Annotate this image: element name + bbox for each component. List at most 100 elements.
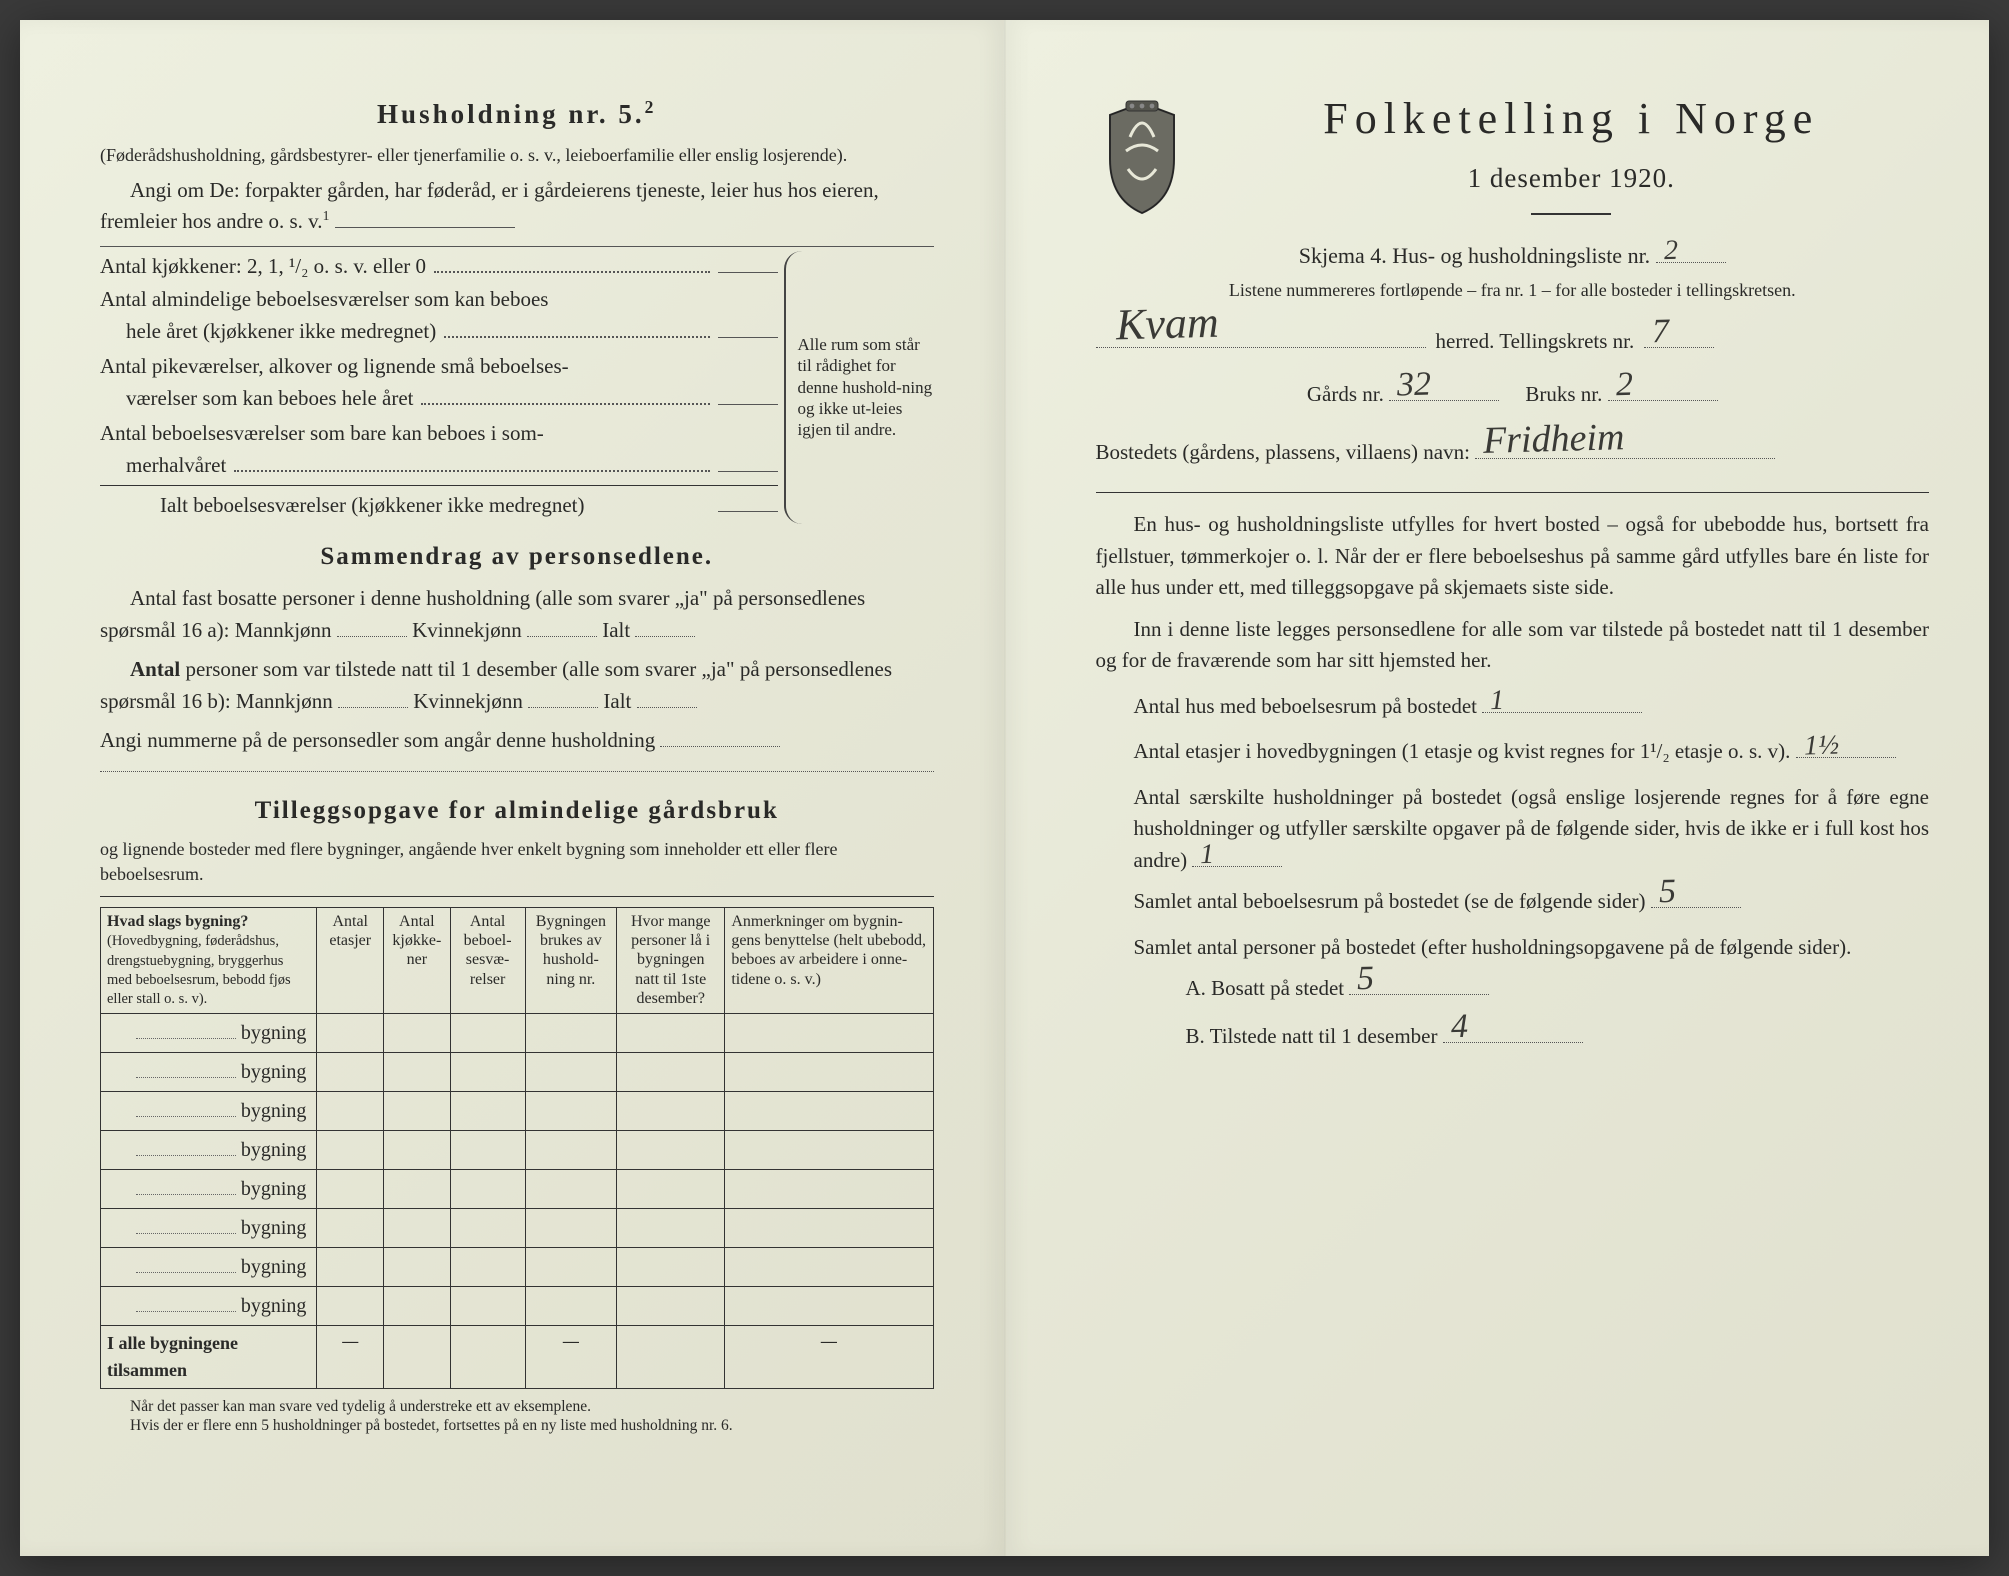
cell xyxy=(384,1325,451,1388)
rule3 xyxy=(100,896,934,897)
cell xyxy=(617,1052,725,1091)
heading-sub2-row: Angi om De: forpakter gården, har føderå… xyxy=(100,175,934,238)
q2-field: 1½ xyxy=(1796,757,1896,758)
th-usedby: Bygningen brukes av hushold-ning nr. xyxy=(525,908,617,1014)
summary-line1: Antal fast bosatte personer i denne hush… xyxy=(100,583,934,646)
th1b: (Hovedbygning, føderådshus, drengstuebyg… xyxy=(107,933,291,1007)
cell xyxy=(384,1169,451,1208)
cell xyxy=(617,1013,725,1052)
qB: B. Tilstede natt til 1 desember xyxy=(1186,1024,1438,1048)
kvinne2: Kvinnekjønn xyxy=(413,689,523,713)
summary-title: Sammendrag av personsedlene. xyxy=(100,538,934,576)
table-row: bygning xyxy=(101,1247,934,1286)
q4: Samlet antal beboelsesrum på bostedet (s… xyxy=(1134,889,1646,913)
brace-note: Alle rum som står til rådighet for denne… xyxy=(784,251,934,524)
q1: Antal hus med beboelsesrum på bostedet xyxy=(1134,694,1478,718)
bosted-field: Fridheim xyxy=(1475,458,1775,459)
qA-field: 5 xyxy=(1349,994,1489,995)
bruks-label: Bruks nr. xyxy=(1525,382,1602,406)
byg: bygning xyxy=(241,1022,307,1044)
cell xyxy=(317,1247,384,1286)
qA-row: A. Bosatt på stedet 5 xyxy=(1096,973,1930,1005)
qB-field: 4 xyxy=(1443,1042,1583,1043)
blank-line-full xyxy=(100,246,934,247)
sum-label: I alle bygningene tilsammen xyxy=(101,1325,317,1388)
cell xyxy=(450,1130,525,1169)
row-label-a: Antal beboelsesværelser som bare kan beb… xyxy=(100,418,778,450)
herred-value: Kvam xyxy=(1115,289,1219,358)
q1-field: 1 xyxy=(1482,712,1642,713)
herred-label: herred. Tellingskrets nr. xyxy=(1436,326,1635,358)
qA-value: 5 xyxy=(1357,953,1375,1004)
row-total: Ialt beboelsesværelser (kjøkkener ikke m… xyxy=(100,490,778,522)
p2: Inn i denne liste legges personsedlene f… xyxy=(1096,614,1930,677)
slot xyxy=(718,491,778,512)
byg: bygning xyxy=(241,1295,307,1317)
slot xyxy=(718,451,778,472)
cell xyxy=(384,1091,451,1130)
row-maid-b: værelser som kan beboes hele året xyxy=(100,383,778,415)
q4-row: Samlet antal beboelsesrum på bostedet (s… xyxy=(1096,886,1930,918)
rule xyxy=(100,485,778,486)
qB-row: B. Tilstede natt til 1 desember 4 xyxy=(1096,1021,1930,1053)
liste-nr-value: 2 xyxy=(1663,229,1678,271)
qB-value: 4 xyxy=(1450,1001,1468,1052)
herred-field: Kvam xyxy=(1096,347,1426,348)
cell xyxy=(725,1286,933,1325)
cell xyxy=(617,1091,725,1130)
th-floors: Antal etasjer xyxy=(317,908,384,1014)
gards-label: Gårds nr. xyxy=(1307,382,1384,406)
blank xyxy=(337,615,407,637)
row-ordinary-b: hele året (kjøkkener ikke medregnet) xyxy=(100,316,778,348)
bosted-value: Fridheim xyxy=(1482,409,1625,470)
kvinne: Kvinnekjønn xyxy=(412,618,522,642)
cell xyxy=(617,1169,725,1208)
qA: A. Bosatt på stedet xyxy=(1186,976,1345,1000)
table-row: bygning xyxy=(101,1286,934,1325)
cell xyxy=(384,1208,451,1247)
cell xyxy=(317,1130,384,1169)
listene-note: Listene nummereres fortløpende – fra nr.… xyxy=(1096,278,1930,302)
summary-line3-row: Angi nummerne på de personsedler som ang… xyxy=(100,725,934,757)
byg: bygning xyxy=(241,1256,307,1278)
cell xyxy=(450,1208,525,1247)
coat-of-arms-icon xyxy=(1096,99,1188,217)
byg-cell: bygning xyxy=(101,1091,317,1130)
q1-row: Antal hus med beboelsesrum på bostedet 1 xyxy=(1096,691,1930,723)
cell xyxy=(617,1208,725,1247)
document-spread: Husholdning nr. 5.2 (Føderådshusholdning… xyxy=(20,20,1989,1556)
rule-right xyxy=(1096,492,1930,493)
th-rooms: Antal beboel-sesvæ-relser xyxy=(450,908,525,1014)
th-type: Hvad slags bygning? (Hovedbygning, føder… xyxy=(101,908,317,1014)
row-label-a: Antal almindelige beboelsesværelser som … xyxy=(100,284,778,316)
th-persons: Hvor mange personer lå i bygningen natt … xyxy=(617,908,725,1014)
cell xyxy=(317,1052,384,1091)
cell xyxy=(384,1013,451,1052)
table-head: Hvad slags bygning? (Hovedbygning, føder… xyxy=(101,908,934,1014)
row-summer-b: merhalvåret xyxy=(100,450,778,482)
q3-row: Antal særskilte husholdninger på bostede… xyxy=(1096,782,1930,877)
q1-value: 1 xyxy=(1490,680,1505,722)
cell xyxy=(450,1091,525,1130)
q4-value: 5 xyxy=(1658,866,1676,917)
row-ordinary: Antal almindelige beboelsesværelser som … xyxy=(100,284,778,347)
dash3: — xyxy=(725,1325,933,1388)
table-row: bygning xyxy=(101,1208,934,1247)
byg: bygning xyxy=(241,1100,307,1122)
cell xyxy=(725,1208,933,1247)
dots xyxy=(434,254,709,273)
cell xyxy=(450,1169,525,1208)
th-notes: Anmerkninger om bygnin-gens benyttelse (… xyxy=(725,908,933,1014)
byg: bygning xyxy=(241,1217,307,1239)
footnote: Når det passer kan man svare ved tydelig… xyxy=(100,1397,934,1436)
crest-row: Folketelling i Norge 1 desember 1920. xyxy=(1096,86,1930,231)
liste-nr-field: 2 xyxy=(1656,262,1726,263)
dots xyxy=(234,453,709,472)
p1: En hus- og husholdningsliste utfylles fo… xyxy=(1096,509,1930,604)
blank xyxy=(528,686,598,708)
table-row-sum: I alle bygningene tilsammen — — — xyxy=(101,1325,934,1388)
dash2: — xyxy=(525,1325,617,1388)
cell xyxy=(725,1169,933,1208)
blank xyxy=(136,1252,236,1273)
household-heading: Husholdning nr. 5.2 xyxy=(100,94,934,135)
